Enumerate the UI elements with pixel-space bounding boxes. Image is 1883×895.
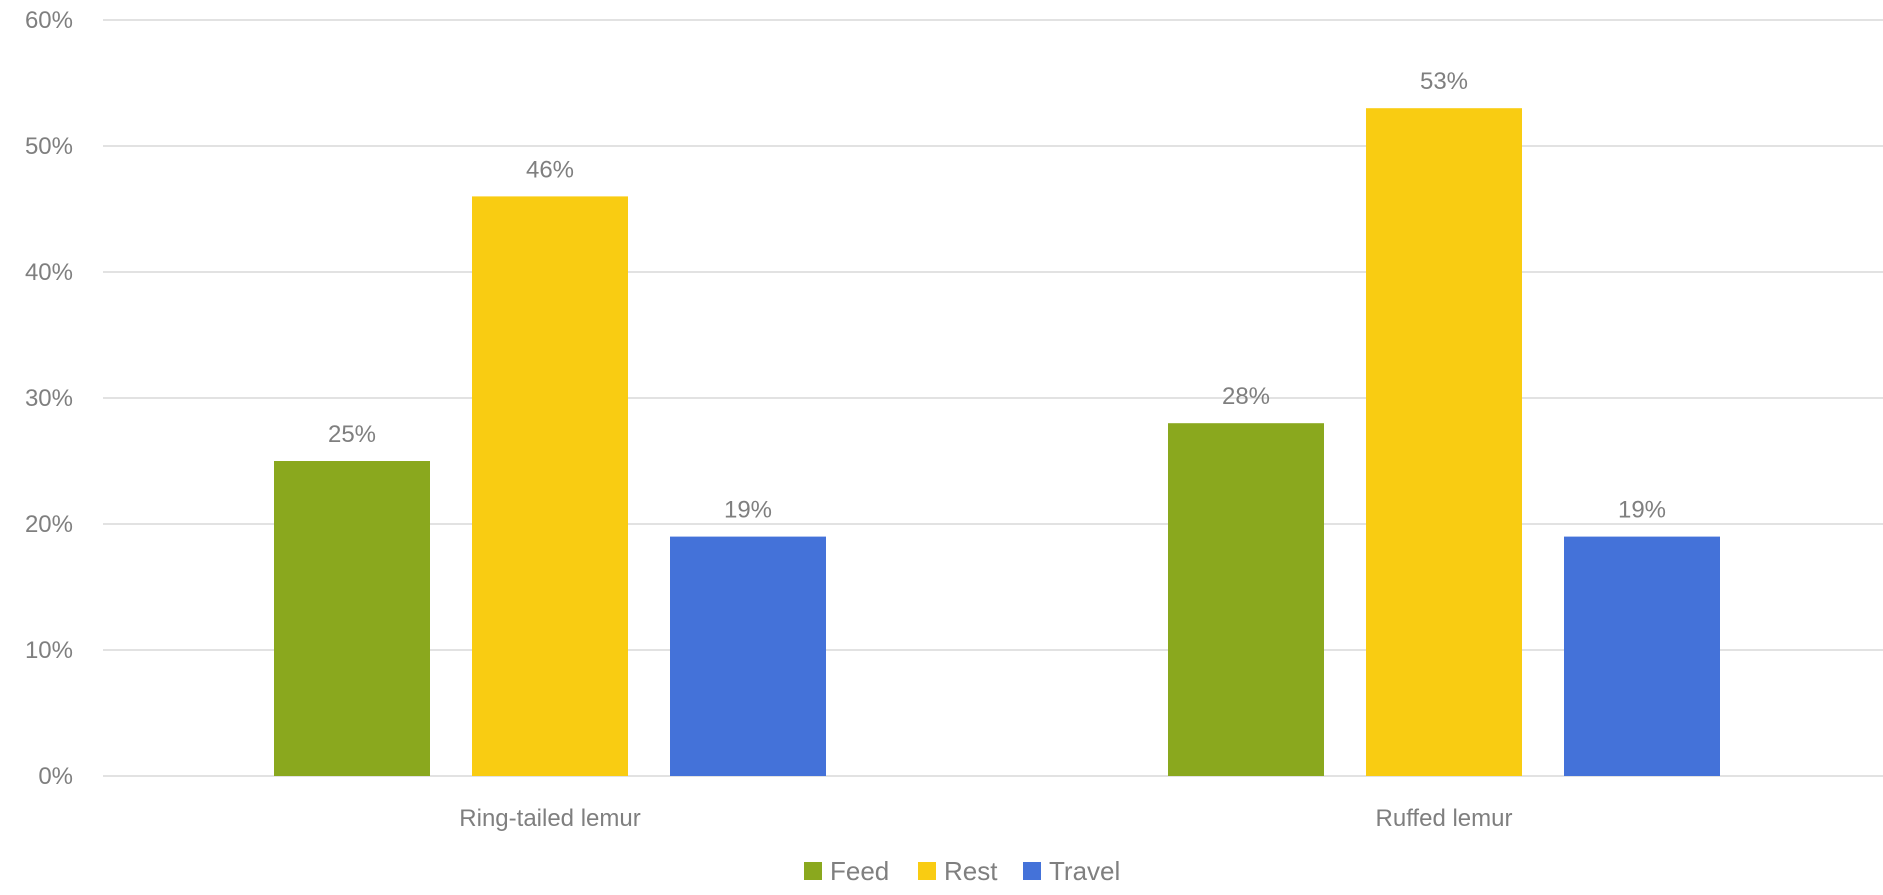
y-tick-label: 0% xyxy=(38,763,73,790)
y-tick-label: 40% xyxy=(25,259,73,286)
y-tick-label: 20% xyxy=(25,511,73,538)
data-label: 25% xyxy=(328,421,376,448)
legend-swatch-rest xyxy=(918,862,936,880)
bar-feed xyxy=(274,461,430,776)
bar-rest xyxy=(472,196,628,776)
legend-label: Rest xyxy=(944,856,998,886)
legend-label: Travel xyxy=(1049,856,1120,886)
data-label: 19% xyxy=(1618,497,1666,524)
y-tick-label: 30% xyxy=(25,385,73,412)
legend-label: Feed xyxy=(830,856,889,886)
x-axis-categories: Ring-tailed lemur Ruffed lemur xyxy=(459,805,1512,832)
data-labels: 25% 46% 19% 28% 53% 19% xyxy=(328,68,1666,523)
bar-travel xyxy=(670,536,826,776)
bar-rest xyxy=(1366,108,1522,776)
bar-travel xyxy=(1564,536,1720,776)
bars xyxy=(274,108,1720,776)
legend: Feed Rest Travel xyxy=(804,856,1120,886)
data-label: 53% xyxy=(1420,68,1468,95)
y-tick-label: 10% xyxy=(25,637,73,664)
x-category-label: Ruffed lemur xyxy=(1376,805,1513,832)
y-axis-ticks: 0% 10% 20% 30% 40% 50% 60% xyxy=(25,7,73,790)
legend-swatch-travel xyxy=(1023,862,1041,880)
bar-feed xyxy=(1168,423,1324,776)
data-label: 28% xyxy=(1222,383,1270,410)
legend-swatch-feed xyxy=(804,862,822,880)
y-tick-label: 60% xyxy=(25,7,73,34)
x-category-label: Ring-tailed lemur xyxy=(459,805,640,832)
y-tick-label: 50% xyxy=(25,133,73,160)
data-label: 19% xyxy=(724,497,772,524)
data-label: 46% xyxy=(526,156,574,183)
